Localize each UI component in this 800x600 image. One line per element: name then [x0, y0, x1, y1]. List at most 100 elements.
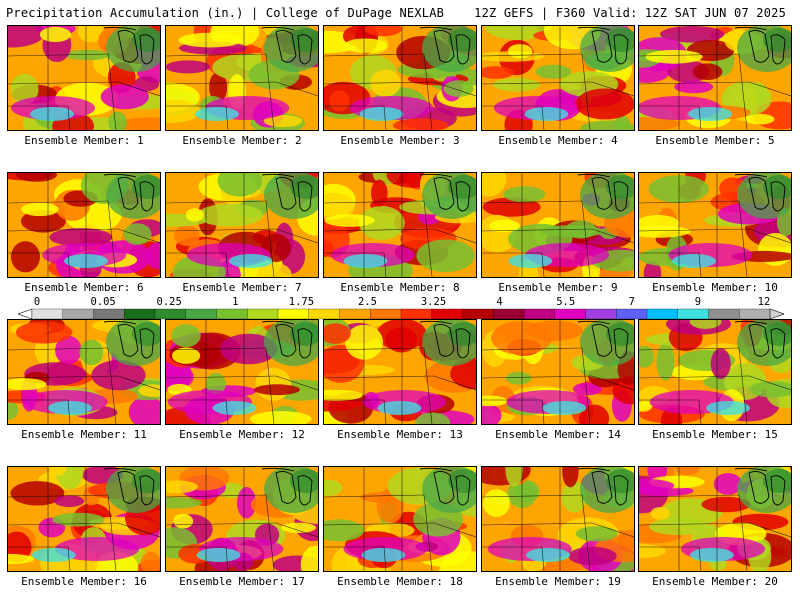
colorbar-tick-label: 2.5	[358, 296, 377, 308]
ensemble-map-panel	[638, 172, 792, 278]
ensemble-map-panel	[165, 25, 319, 131]
colorbar-segment	[370, 308, 402, 320]
colorbar-max-arrow	[769, 308, 784, 320]
ensemble-member-label: Ensemble Member: 18	[337, 575, 463, 588]
precip-map	[639, 467, 791, 571]
ensemble-map-panel	[481, 319, 635, 425]
precip-map	[639, 320, 791, 424]
ensemble-member-label: Ensemble Member: 5	[655, 134, 775, 147]
colorbar-tick-label: 0	[33, 296, 41, 308]
precip-map	[639, 26, 791, 130]
precip-map	[8, 26, 160, 130]
colorbar-segment	[277, 308, 310, 320]
ensemble-map-panel	[7, 466, 161, 572]
colorbar-segment	[646, 308, 679, 320]
colorbar-tick-label: 5.5	[556, 296, 576, 308]
colorbar-tick-label: 7	[628, 296, 635, 308]
precip-map	[8, 320, 160, 424]
ensemble-map-panel	[323, 319, 477, 425]
ensemble-member-label: Ensemble Member: 2	[182, 134, 302, 147]
colorbar-segment	[154, 308, 187, 320]
colorbar-tick-label: 0.05	[90, 296, 116, 308]
ensemble-map-panel	[638, 25, 792, 131]
precip-map	[324, 320, 476, 424]
precip-map	[166, 173, 318, 277]
colorbar-segment	[616, 308, 648, 320]
colorbar-segment	[339, 308, 371, 320]
colorbar-segment	[677, 308, 709, 320]
colorbar-segment	[400, 308, 433, 320]
header: Precipitation Accumulation (in.) | Colle…	[0, 0, 800, 24]
colorbar-segment	[739, 308, 771, 320]
precipitation-colorbar	[18, 308, 784, 320]
colorbar-segment	[93, 308, 125, 320]
colorbar-segment	[62, 308, 94, 320]
ensemble-map-panel	[7, 172, 161, 278]
colorbar-segment	[554, 308, 586, 320]
precip-map	[482, 173, 634, 277]
colorbar-tick-label: 9	[694, 296, 702, 308]
colorbar-tick-label: 4	[496, 296, 503, 308]
ensemble-member-label: Ensemble Member: 19	[495, 575, 621, 588]
colorbar-segment	[31, 308, 64, 320]
precip-map	[324, 173, 476, 277]
ensemble-map-panel	[481, 172, 635, 278]
precip-map	[166, 467, 318, 571]
ensemble-member-label: Ensemble Member: 15	[652, 428, 778, 441]
ensemble-map-panel	[323, 25, 477, 131]
ensemble-member-label: Ensemble Member: 4	[498, 134, 618, 147]
precip-map	[166, 26, 318, 130]
ensemble-member-label: Ensemble Member: 13	[337, 428, 463, 441]
precip-map	[8, 173, 160, 277]
ensemble-member-label: Ensemble Member: 14	[495, 428, 621, 441]
ensemble-map-panel	[7, 25, 161, 131]
ensemble-map-panel	[165, 172, 319, 278]
colorbar-segment	[216, 308, 248, 320]
precip-map	[324, 467, 476, 571]
precip-map	[324, 26, 476, 130]
colorbar-segment	[708, 308, 740, 320]
ensemble-member-label: Ensemble Member: 17	[179, 575, 305, 588]
ensemble-map-panel	[481, 25, 635, 131]
colorbar-min-arrow	[18, 308, 33, 320]
colorbar-segment	[124, 308, 156, 320]
product-title: Precipitation Accumulation (in.) | Colle…	[6, 6, 445, 20]
ensemble-member-label: Ensemble Member: 1	[24, 134, 144, 147]
colorbar-tick-label: 12	[757, 296, 771, 308]
colorbar-segment	[493, 308, 525, 320]
ensemble-member-label: Ensemble Member: 10	[652, 281, 778, 294]
precip-map	[482, 467, 634, 571]
precip-map	[8, 467, 160, 571]
ensemble-member-label: Ensemble Member: 3	[340, 134, 460, 147]
ensemble-map-panel	[323, 172, 477, 278]
ensemble-map-panel	[165, 319, 319, 425]
ensemble-member-label: Ensemble Member: 7	[182, 281, 302, 294]
ensemble-map-panel	[323, 466, 477, 572]
precip-map	[482, 26, 634, 130]
colorbar-segment	[185, 308, 217, 320]
ensemble-member-label: Ensemble Member: 9	[498, 281, 618, 294]
ensemble-member-label: Ensemble Member: 16	[21, 575, 147, 588]
ensemble-member-label: Ensemble Member: 11	[21, 428, 147, 441]
colorbar-segment	[308, 308, 340, 320]
model-valid-time: 12Z GEFS | F360 Valid: 12Z SAT JUN 07 20…	[474, 6, 786, 20]
ensemble-map-panel	[7, 319, 161, 425]
ensemble-map-panel	[638, 319, 792, 425]
ensemble-map-panel	[481, 466, 635, 572]
ensemble-member-label: Ensemble Member: 12	[179, 428, 305, 441]
precip-map	[639, 173, 791, 277]
colorbar-segment	[462, 308, 494, 320]
ensemble-member-label: Ensemble Member: 6	[24, 281, 144, 294]
ensemble-member-label: Ensemble Member: 8	[340, 281, 460, 294]
colorbar-tick-label: 3.25	[420, 296, 447, 308]
precip-map	[166, 320, 318, 424]
colorbar-tick-label: 1	[232, 296, 239, 308]
colorbar-segment	[431, 308, 463, 320]
precip-map	[482, 320, 634, 424]
ensemble-map-panel	[165, 466, 319, 572]
colorbar-tick-label: 1.75	[288, 296, 315, 308]
ensemble-map-panel	[638, 466, 792, 572]
colorbar-segment	[523, 308, 556, 320]
colorbar-tick-label: 0.25	[156, 296, 182, 308]
colorbar-segment	[585, 308, 617, 320]
